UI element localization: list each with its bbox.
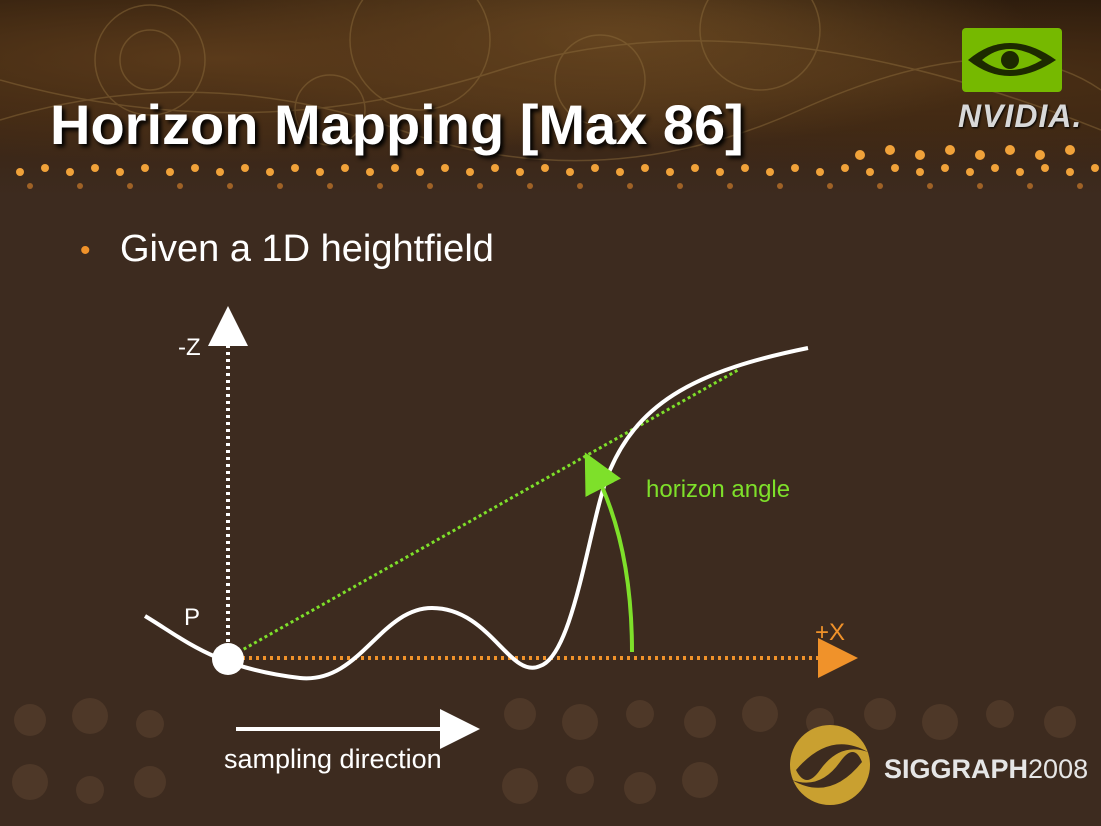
horizon-line xyxy=(227,368,739,660)
nvidia-eye-logo xyxy=(962,28,1062,92)
point-p-label: P xyxy=(184,604,200,631)
nvidia-wordmark: NVIDIA. xyxy=(958,98,1083,134)
slide-title: Horizon Mapping [Max 86] xyxy=(50,93,744,156)
bullet-marker: • xyxy=(80,234,91,267)
heightfield-curve xyxy=(143,346,809,681)
x-axis-label: +X xyxy=(815,619,845,646)
bullet-text: Given a 1D heightfield xyxy=(120,228,494,270)
horizon-angle-label: horizon angle xyxy=(646,476,790,503)
sampling-direction-label: sampling direction xyxy=(224,744,442,774)
horizon-angle-arc xyxy=(584,452,634,653)
point-p-marker xyxy=(212,643,244,675)
siggraph-wordmark: SIGGRAPH2008 xyxy=(884,754,1088,785)
siggraph-swirl-logo xyxy=(790,725,870,805)
footer-dot-pattern xyxy=(12,696,1076,804)
siggraph-name: SIGGRAPH xyxy=(884,754,1029,784)
siggraph-year: 2008 xyxy=(1028,754,1089,784)
z-axis-label: -Z xyxy=(178,334,201,361)
